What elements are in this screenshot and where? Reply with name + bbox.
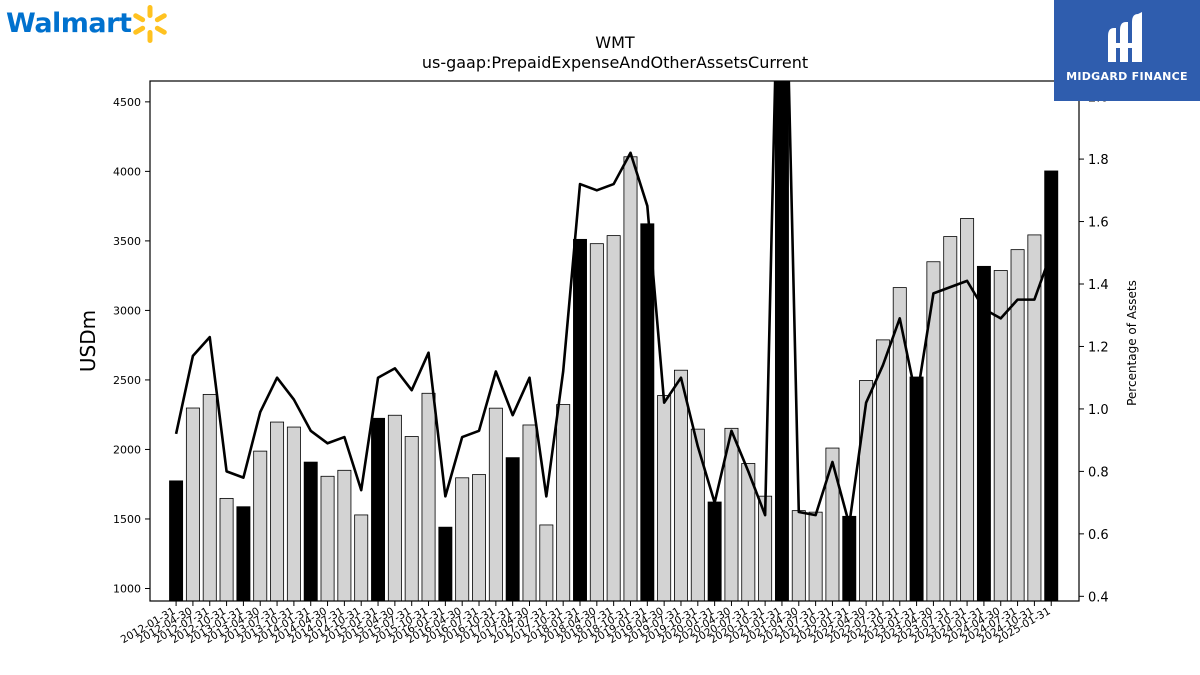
bar-2012-04-30 <box>185 407 200 601</box>
chart-subtitle: us-gaap:PrepaidExpenseAndOtherAssetsCurr… <box>421 53 809 72</box>
bar-2019-10-31 <box>690 428 705 601</box>
line-layer <box>174 81 1053 526</box>
bar-2021-04-30 <box>791 510 806 601</box>
bar-2012-01-31 <box>169 480 184 601</box>
bar-2014-04-30 <box>320 475 335 601</box>
y-axis-label: USDm <box>76 310 100 372</box>
bar-2013-10-31 <box>286 426 301 601</box>
midgard-mark-icon <box>1108 12 1142 62</box>
bar-2020-04-30 <box>724 427 739 601</box>
bar-2015-01-31 <box>371 417 386 601</box>
bar-2018-04-30 <box>589 243 604 601</box>
bar-2017-07-31 <box>539 524 554 601</box>
bar-2015-04-30 <box>387 414 402 601</box>
walmart-logo: Walmart <box>4 2 174 48</box>
walmart-logo-text: Walmart <box>6 8 132 39</box>
bar-2022-10-31 <box>892 287 907 601</box>
bar-2015-10-31 <box>421 392 436 601</box>
bar-2012-10-31 <box>219 497 234 601</box>
y2-tick-label: 0.6 <box>1088 528 1109 543</box>
bar-2022-07-31 <box>875 339 890 601</box>
bar-2014-07-31 <box>337 469 352 601</box>
y2-tick-label: 1.6 <box>1088 216 1109 231</box>
bar-2023-07-31 <box>943 236 958 601</box>
bar-2025-01-31 <box>1044 170 1059 601</box>
y2-tick-label: 1.0 <box>1088 403 1109 418</box>
bar-2024-04-30 <box>993 270 1008 601</box>
bar-2020-01-31 <box>707 501 722 601</box>
bar-2018-01-31 <box>573 238 587 601</box>
bar-2012-07-31 <box>202 393 217 601</box>
bar-2019-01-31 <box>640 223 655 601</box>
y-tick-label: 4000 <box>113 165 141 178</box>
plot-frame <box>149 80 1080 602</box>
y-tick-label: 1000 <box>113 582 141 595</box>
axes-layer <box>149 80 1080 602</box>
midgard-logo-text: MIDGARD FINANCE <box>1066 70 1188 83</box>
bar-2016-07-31 <box>472 474 486 601</box>
bar-2023-01-31 <box>909 376 924 601</box>
percentage-of-assets-line <box>174 81 1053 526</box>
y-tick-label: 3000 <box>113 304 141 317</box>
chart-title: WMT <box>595 33 635 52</box>
bar-2023-04-30 <box>926 261 941 601</box>
y2-tick-label: 0.8 <box>1088 465 1109 480</box>
bar-2018-10-31 <box>623 156 638 601</box>
y-tick-label: 4500 <box>113 96 141 109</box>
bar-2021-01-31 <box>774 81 789 601</box>
walmart-spark-icon <box>133 5 167 43</box>
bar-2017-01-31 <box>505 457 520 601</box>
y2-tick-label: 1.4 <box>1088 278 1109 293</box>
y2-tick-label: 0.4 <box>1088 590 1109 605</box>
bar-2013-04-30 <box>253 450 268 601</box>
bar-2023-10-31 <box>960 218 975 601</box>
ticks-layer: 1000 1500 2000 2500 3000 3500 4000 4500 0.4 0.6 0.… <box>76 91 1139 647</box>
bar-2017-10-31 <box>556 404 571 601</box>
y-tick-label: 2000 <box>113 443 141 456</box>
y-tick-label: 3500 <box>113 235 141 248</box>
y-tick-label: 2500 <box>113 374 141 387</box>
bar-2016-04-30 <box>455 477 470 601</box>
bar-2014-01-31 <box>303 461 318 601</box>
bar-2016-01-31 <box>438 526 453 601</box>
bar-2016-10-31 <box>488 407 503 601</box>
bar-2017-04-30 <box>522 424 537 601</box>
bars-layer <box>169 81 1059 601</box>
bar-2019-04-30 <box>657 395 672 601</box>
bar-2022-01-31 <box>842 515 857 601</box>
bar-2021-10-31 <box>825 447 840 601</box>
y-tick-label: 1500 <box>113 513 141 526</box>
bar-2019-07-31 <box>674 369 688 601</box>
bar-2018-07-31 <box>606 235 621 601</box>
y2-tick-label: 1.8 <box>1088 153 1109 168</box>
y2-axis-label: Percentage of Assets <box>1125 280 1139 406</box>
bar-2013-01-31 <box>236 506 251 601</box>
bar-2022-04-30 <box>859 380 874 601</box>
bar-2024-01-31 <box>976 265 991 601</box>
bar-2024-07-31 <box>1010 249 1025 601</box>
bar-2015-07-31 <box>404 436 419 601</box>
bar-2014-10-31 <box>354 514 369 601</box>
bar-2013-07-31 <box>270 421 285 601</box>
y2-tick-label: 1.2 <box>1088 340 1109 355</box>
midgard-finance-logo: MIDGARD FINANCE <box>1054 0 1200 101</box>
bar-2024-10-31 <box>1027 234 1042 601</box>
bar-2021-07-31 <box>808 511 823 601</box>
